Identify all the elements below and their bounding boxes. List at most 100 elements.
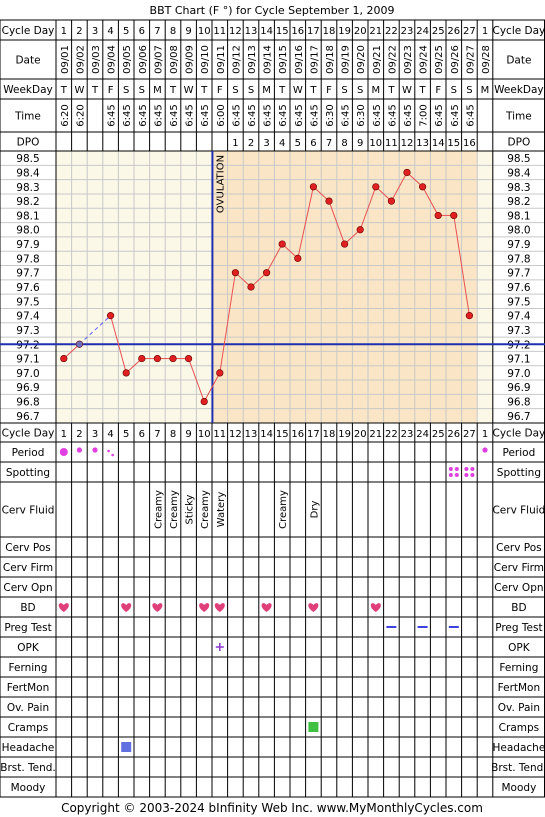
- cycle-day-cell: 22: [385, 429, 398, 440]
- cycle-day-cell: 17: [307, 429, 320, 440]
- row-label-right-moody: Moody: [502, 782, 537, 794]
- temp-line-segment: [422, 186, 439, 216]
- cycle-day-cell: 18: [323, 26, 336, 37]
- row-label-weekday: WeekDay: [3, 84, 53, 96]
- temp-axis-label-right: 96.7: [507, 411, 530, 423]
- cycle-day-cell: 8: [170, 26, 176, 37]
- weekday-cell: F: [108, 85, 114, 96]
- weekday-cell: T: [60, 85, 68, 96]
- weekday-cell: T: [278, 85, 286, 96]
- heart-icon: [261, 603, 272, 612]
- footer-copyright: Copyright © 2003-2024 bInfinity Web Inc.…: [61, 801, 483, 815]
- date-cell: 09/21: [372, 45, 383, 74]
- date-cell: 09/16: [294, 45, 305, 74]
- weekday-cell: W: [74, 85, 84, 96]
- row-label-right-brst_tend: Brst. Tend.: [491, 762, 545, 774]
- cycle-day-cell: 11: [213, 429, 226, 440]
- weekday-cell: W: [184, 85, 194, 96]
- temp-point: [169, 354, 177, 363]
- cycle-day-cell: 16: [291, 26, 304, 37]
- date-cell: 09/22: [387, 45, 398, 74]
- temp-point: [325, 197, 333, 205]
- spotting-icon: [454, 473, 459, 477]
- weekday-cell: T: [419, 85, 427, 96]
- row-label-moody: Moody: [11, 782, 46, 794]
- date-cell: 09/14: [263, 45, 274, 74]
- row-label-period: Period: [12, 447, 45, 459]
- row-label-right-cycle_day: Cycle Day: [493, 25, 545, 37]
- temp-line-segment: [203, 372, 221, 402]
- temp-line-segment: [328, 200, 346, 245]
- time-cell: 6:20: [60, 104, 71, 126]
- cycle-day-cell: 23: [401, 26, 414, 37]
- spotting-icon: [470, 467, 475, 471]
- temp-axis-label: 97.1: [16, 354, 39, 366]
- row-label-cycle_day: Cycle Day: [2, 428, 55, 440]
- dpo-cell: 15: [447, 138, 460, 149]
- time-cell: 6:45: [309, 104, 320, 126]
- row-label-cerv_fluid: Cerv Fluid: [2, 505, 55, 517]
- row-label-headache: Headache: [2, 742, 55, 754]
- temp-point: [278, 240, 286, 248]
- temp-axis-label-right: 97.3: [507, 325, 530, 337]
- time-cell: 6:45: [465, 104, 476, 126]
- cerv-fluid-cell: Dry: [309, 501, 320, 519]
- weekday-cell: S: [123, 85, 129, 96]
- dpo-cell: 5: [295, 138, 301, 149]
- temp-axis-label-right: 97.1: [507, 354, 530, 366]
- time-cell: 6:45: [200, 104, 211, 126]
- cycle-day-cell: 1: [61, 429, 67, 440]
- temp-axis-label-right: 98.0: [507, 225, 530, 237]
- weekday-cell: W: [293, 85, 303, 96]
- cycle-day-cell: 3: [92, 429, 98, 440]
- heart-icon: [152, 603, 163, 612]
- temp-point: [60, 354, 68, 363]
- row-label-bd: BD: [20, 602, 35, 614]
- cycle-day-cell: 14: [260, 429, 273, 440]
- date-cell: 09/19: [341, 45, 352, 74]
- time-cell: 6:45: [185, 104, 196, 126]
- date-cell: 09/07: [153, 45, 164, 74]
- cycle-day-cell: 10: [198, 429, 211, 440]
- date-cell: 09/13: [247, 45, 258, 74]
- cycle-day-cell: 20: [354, 429, 367, 440]
- temp-line-segment: [359, 186, 377, 230]
- temp-axis-label: 97.9: [16, 239, 39, 251]
- heart-icon: [214, 603, 225, 612]
- temp-line-segment: [79, 315, 111, 345]
- date-cell: 09/04: [107, 45, 118, 74]
- temp-axis-label-right: 98.4: [507, 167, 531, 179]
- row-label-ferning: Ferning: [9, 662, 48, 674]
- row-label-right-headache: Headache: [493, 742, 545, 754]
- row-label-right-ferning: Ferning: [499, 662, 538, 674]
- temp-axis-label: 97.0: [16, 368, 39, 380]
- cycle-day-cell: 6: [139, 429, 145, 440]
- cycle-day-cell: 26: [447, 429, 460, 440]
- cycle-day-cell: 9: [185, 26, 191, 37]
- cycle-day-cell: 7: [154, 26, 160, 37]
- row-label-right-cerv_opn: Cerv Opn: [494, 582, 543, 594]
- time-cell: 6:45: [231, 104, 242, 126]
- temp-axis-label-right: 97.9: [507, 239, 530, 251]
- temp-axis-label: 96.7: [16, 411, 39, 423]
- dpo-cell: 4: [279, 138, 285, 149]
- dpo-cell: 14: [432, 138, 445, 149]
- weekday-cell: S: [341, 85, 347, 96]
- temp-axis-label: 98.4: [16, 167, 40, 179]
- row-label-right-preg_test: Preg Test: [495, 622, 542, 634]
- weekday-cell: S: [139, 85, 145, 96]
- time-cell: 6:45: [341, 104, 352, 126]
- time-cell: 6:45: [138, 104, 149, 126]
- row-label-right-cerv_fluid: Cerv Fluid: [492, 505, 545, 517]
- date-cell: 09/08: [169, 45, 180, 74]
- weekday-cell: T: [91, 85, 99, 96]
- time-cell: 6:45: [169, 104, 180, 126]
- spotting-icon: [470, 473, 475, 477]
- weekday-cell: M: [371, 85, 380, 96]
- dpo-cell: 11: [385, 138, 398, 149]
- cycle-day-cell: 17: [307, 26, 320, 37]
- temp-axis-label-right: 97.0: [507, 368, 530, 380]
- cycle-day-cell: 5: [123, 26, 129, 37]
- row-label-cerv_firm: Cerv Firm: [3, 562, 53, 574]
- row-label-dpo: DPO: [17, 137, 40, 149]
